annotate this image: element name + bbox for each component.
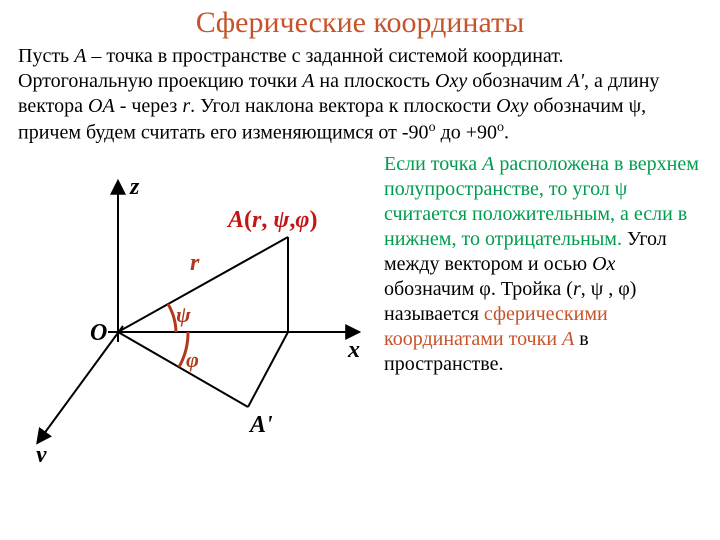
sym-r: r — [182, 95, 190, 117]
psi-arc — [168, 304, 176, 332]
spherical-diagram: z x y O r ψ φ A' A(r, ψ,φ) — [18, 162, 378, 462]
line-OA — [118, 237, 288, 332]
label-y: y — [33, 442, 47, 462]
sym-Aprime: A' — [567, 70, 584, 92]
label-x: x — [347, 337, 360, 363]
content-row: z x y O r ψ φ A' A(r, ψ,φ) Если точка A … — [18, 152, 702, 462]
sym-A: A — [74, 45, 86, 67]
sym-A: A — [562, 328, 574, 350]
label-r: r — [190, 250, 200, 276]
t: обозначим φ. Тройка ( — [384, 278, 573, 300]
diagram-column: z x y O r ψ φ A' A(r, ψ,φ) — [18, 152, 378, 462]
label-Aprime: A' — [248, 412, 273, 438]
label-phi: φ — [186, 347, 199, 372]
label-O: O — [90, 320, 107, 346]
intro-paragraph: Пусть A – точка в пространстве с заданно… — [18, 44, 702, 146]
t: - через — [115, 95, 183, 117]
line-Aprime-up — [248, 332, 288, 407]
deg: о — [497, 120, 504, 135]
line-OAprime — [118, 332, 248, 407]
deg: о — [429, 120, 436, 135]
t: до +90 — [436, 122, 497, 144]
sym-OA: OA — [88, 95, 115, 117]
label-A-coords: A(r, ψ,φ) — [226, 207, 317, 233]
t: Пусть — [18, 45, 74, 67]
sym-Oxy: Oxy — [496, 95, 528, 117]
t: . — [504, 122, 509, 144]
label-psi: ψ — [176, 302, 191, 327]
page-title: Сферические координаты — [18, 6, 702, 40]
right-paragraph: Если точка A расположена в верхнем полуп… — [378, 152, 702, 377]
label-z: z — [129, 174, 140, 200]
t: на плоскость — [314, 70, 435, 92]
t: обозначим — [467, 70, 567, 92]
sym-Oxy: Oxy — [435, 70, 467, 92]
sym-A: A — [302, 70, 314, 92]
sym-Ox: Ox — [592, 253, 615, 275]
y-axis — [38, 326, 123, 442]
sym-r: r — [573, 278, 581, 300]
sym-A: A — [482, 153, 494, 175]
t: Если точка — [384, 153, 482, 175]
t: . Угол наклона вектора к плоскости — [190, 95, 496, 117]
slide: Сферические координаты Пусть A – точка в… — [0, 0, 720, 540]
